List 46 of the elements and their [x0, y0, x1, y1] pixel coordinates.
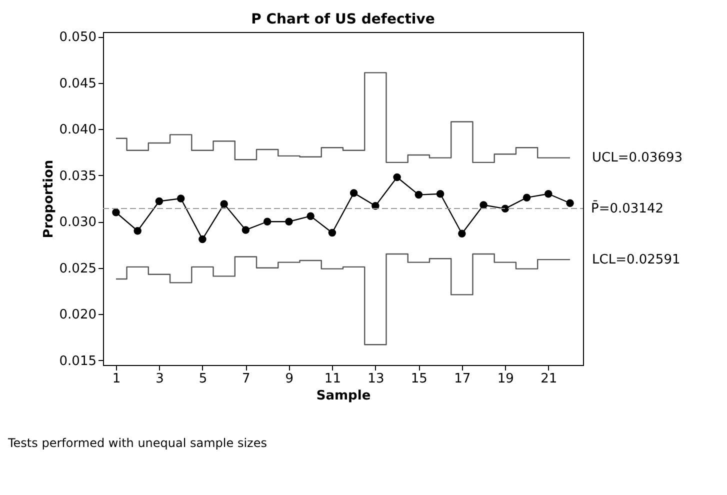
x-tick-label: 19	[497, 372, 514, 386]
y-tick-label: 0.015	[59, 354, 96, 369]
y-tick-label: 0.020	[59, 308, 96, 323]
point	[306, 212, 314, 220]
x-tick-label: 7	[242, 372, 250, 386]
y-tick-label: 0.045	[59, 76, 96, 92]
point	[350, 189, 358, 197]
annotation: LCL=0.02591	[592, 252, 680, 268]
x-tick-label: 11	[324, 372, 341, 386]
point	[220, 200, 228, 208]
x-tick-label: 17	[454, 372, 471, 386]
x-tick-label: 5	[198, 372, 208, 386]
point	[198, 235, 206, 244]
point	[436, 190, 444, 198]
y-tick-label: 0.030	[59, 215, 96, 230]
annotation: UCL=0.03693	[592, 150, 683, 166]
point	[285, 218, 293, 226]
x-tick-label: 9	[285, 372, 294, 386]
point	[263, 218, 272, 226]
point	[328, 228, 336, 237]
y-tick-label: 0.050	[59, 30, 96, 46]
x-tick-label: 3	[156, 372, 164, 386]
point	[522, 194, 531, 202]
point	[393, 173, 401, 182]
text: Tests performed with unequal sample sizes	[7, 436, 267, 450]
point	[176, 194, 185, 202]
point	[480, 201, 488, 209]
ref-line-label: P̄=0.03142	[591, 200, 664, 216]
x-tick-label: 1	[112, 372, 121, 386]
y-tick-label: 0.025	[59, 261, 96, 276]
x-axis-title: Sample	[316, 388, 371, 404]
y-tick-label: 0.040	[59, 122, 96, 138]
chart-title: P Chart of US defective	[251, 12, 435, 28]
point	[414, 190, 423, 199]
x-tick-label: 13	[368, 372, 384, 386]
y-axis-title: Proportion	[41, 160, 56, 238]
x-tick-label: 15	[410, 372, 428, 386]
point	[566, 199, 574, 207]
point	[155, 197, 164, 206]
x-tick-label: 21	[540, 372, 558, 386]
point	[242, 226, 250, 234]
point	[458, 230, 466, 238]
y-tick-label: 0.035	[59, 168, 96, 184]
point	[134, 227, 142, 235]
point	[112, 208, 120, 216]
point	[544, 190, 552, 198]
